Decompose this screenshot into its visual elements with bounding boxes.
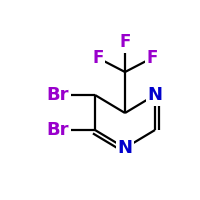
Text: F: F — [119, 33, 131, 51]
Text: N: N — [148, 86, 162, 104]
Text: Br: Br — [47, 86, 69, 104]
Text: Br: Br — [47, 121, 69, 139]
Text: N: N — [118, 139, 132, 157]
Text: F: F — [146, 49, 158, 67]
Text: F: F — [92, 49, 104, 67]
